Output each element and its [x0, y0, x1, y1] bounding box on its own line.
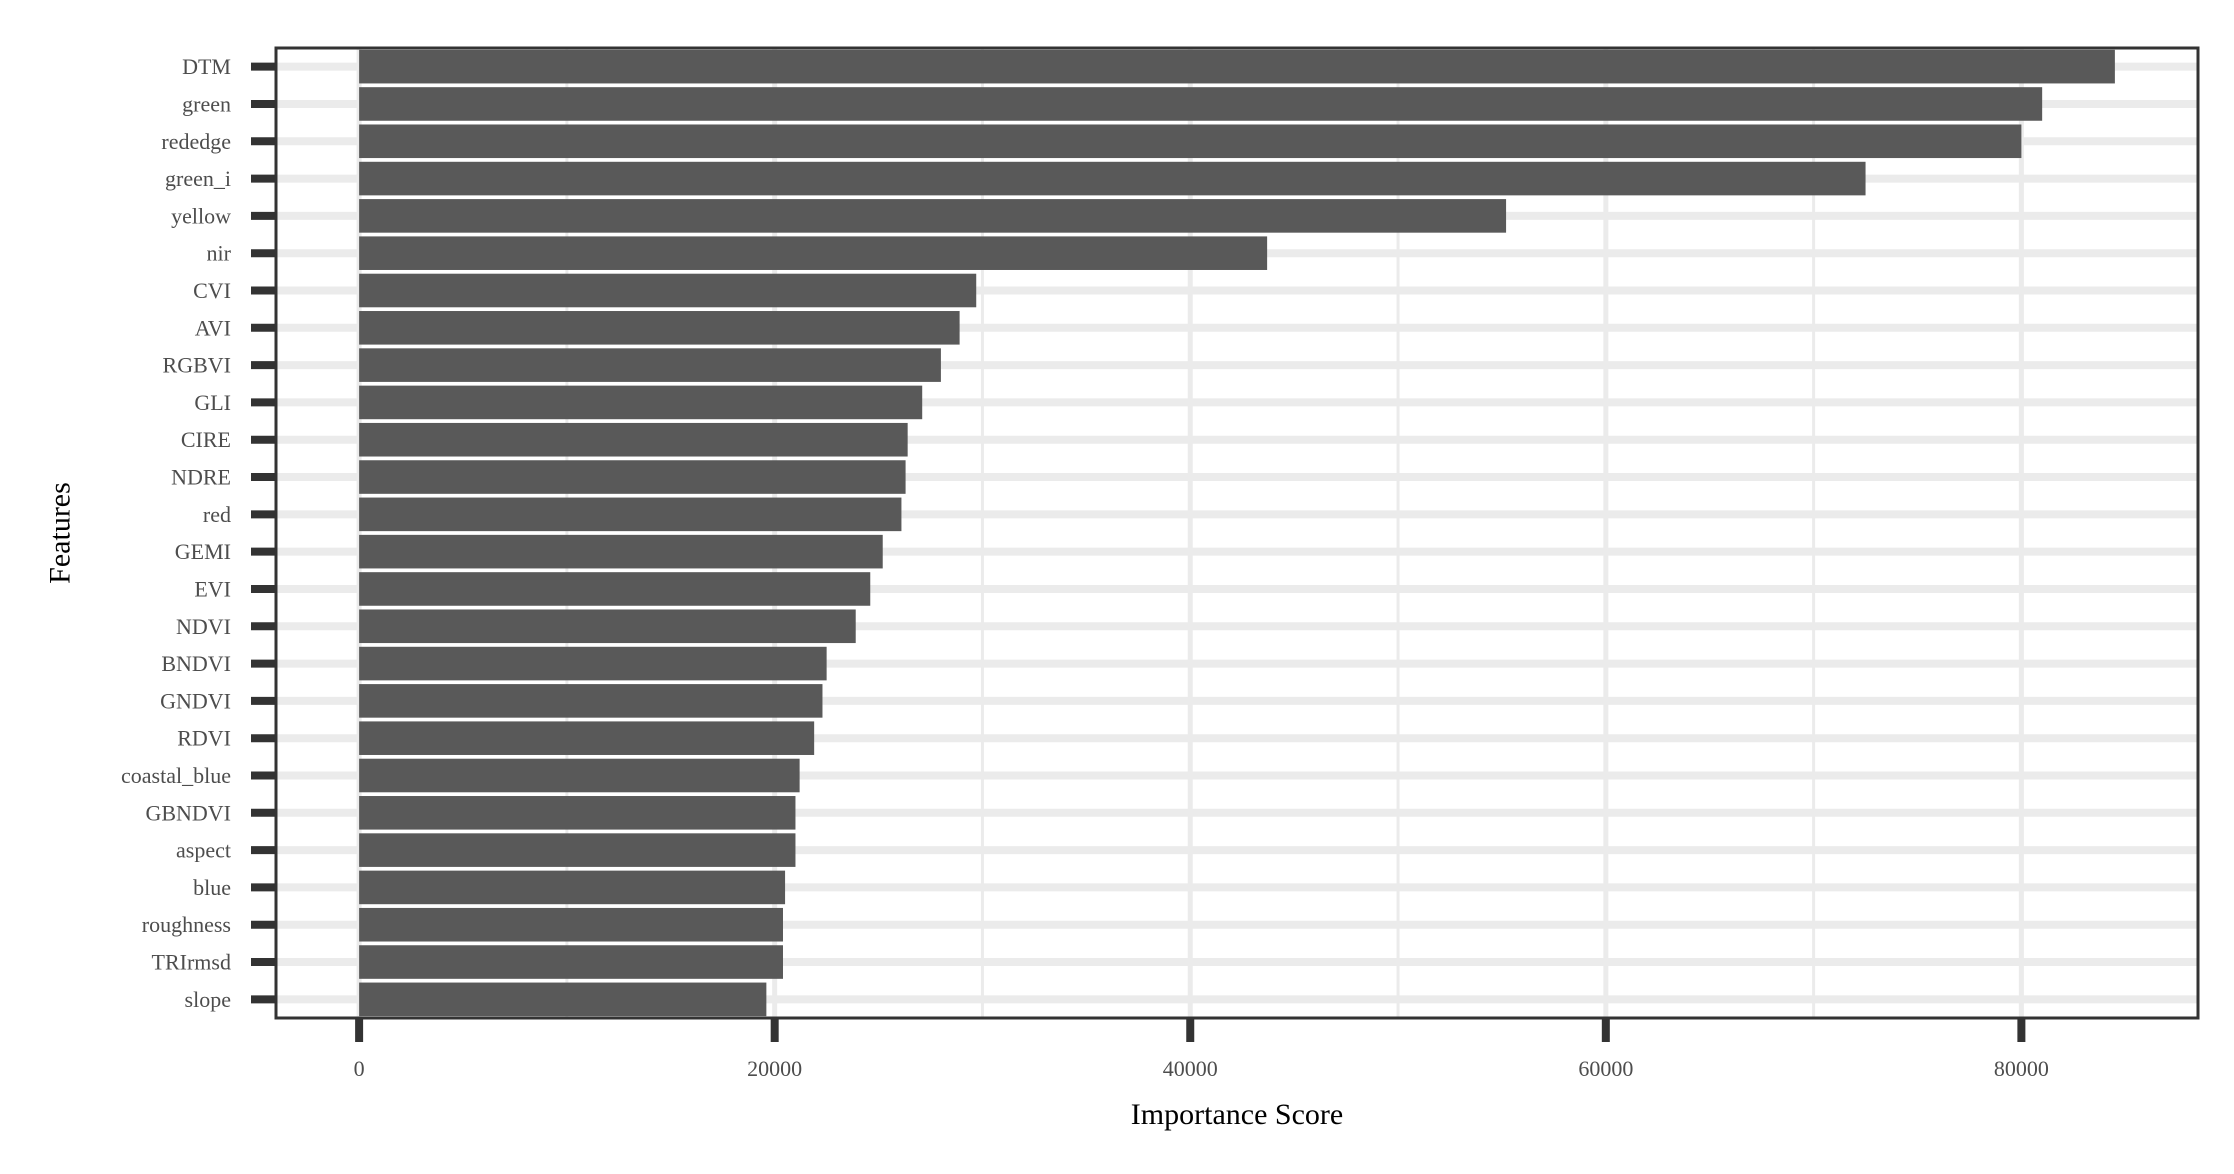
y-tick-label: red [203, 502, 231, 527]
bar-green_i [359, 161, 1866, 196]
x-tick-label: 60000 [1578, 1056, 1633, 1081]
y-axis-title: Features [44, 482, 77, 584]
bar-DTM [359, 49, 2115, 84]
x-tick-label: 80000 [1994, 1056, 2049, 1081]
y-tick-label: green [182, 91, 231, 116]
y-tick-label: nir [207, 241, 232, 266]
y-tick-label: DTM [182, 54, 231, 79]
bar-NDVI [359, 609, 856, 644]
bar-GBNDVI [359, 796, 796, 830]
bar-blue [359, 870, 786, 905]
y-tick-label: CIRE [181, 427, 231, 452]
x-tick-label: 40000 [1163, 1056, 1218, 1081]
bar-roughness [359, 907, 783, 942]
bar-red [359, 497, 902, 532]
bar-green [359, 87, 2043, 121]
y-tick-label: yellow [171, 203, 231, 228]
y-tick-label: rededge [161, 129, 231, 154]
y-tick-label: GNDVI [160, 688, 231, 713]
y-tick-label: blue [193, 875, 231, 900]
y-tick-label: CVI [193, 278, 231, 303]
y-tick-label: EVI [194, 576, 231, 601]
y-tick-label: NDVI [176, 614, 231, 639]
bar-RGBVI [359, 348, 941, 382]
bar-aspect [359, 833, 796, 867]
bar-CVI [359, 273, 977, 308]
y-tick-label: RGBVI [163, 353, 231, 378]
y-tick-label: BNDVI [161, 651, 231, 676]
bar-coastal_blue [359, 758, 800, 793]
y-tick-label: RDVI [177, 726, 231, 751]
bar-TRIrmsd [359, 945, 783, 979]
bar-CIRE [359, 422, 908, 457]
y-tick-label: TRIrmsd [152, 950, 231, 975]
bar-slope [359, 982, 767, 1017]
bar-NDRE [359, 460, 906, 494]
y-tick-label: AVI [195, 315, 231, 340]
bar-AVI [359, 311, 960, 345]
y-tick-label: coastal_blue [121, 763, 231, 788]
x-axis-ticks: 0 20000 40000 60000 80000 [354, 1018, 2049, 1081]
y-tick-label: green_i [165, 166, 231, 191]
x-tick-label: 0 [354, 1056, 365, 1081]
bars [359, 49, 2115, 1017]
bar-GLI [359, 385, 923, 420]
y-tick-label: aspect [176, 838, 231, 863]
bar-yellow [359, 199, 1507, 233]
y-tick-label: NDRE [171, 465, 231, 490]
bar-nir [359, 236, 1268, 270]
x-tick-label: 20000 [747, 1056, 802, 1081]
bar-GEMI [359, 534, 883, 569]
x-axis-title: Importance Score [1131, 1098, 1343, 1131]
panel-border [274, 46, 2200, 1020]
y-tick-label: roughness [142, 912, 231, 937]
bar-RDVI [359, 721, 815, 755]
y-tick-label: slope [185, 987, 231, 1012]
y-tick-label: GLI [194, 390, 231, 415]
bar-GNDVI [359, 684, 823, 718]
bar-BNDVI [359, 646, 827, 681]
bar-EVI [359, 572, 871, 606]
y-tick-label: GEMI [175, 539, 231, 564]
y-tick-label: GBNDVI [145, 800, 231, 825]
bar-rededge [359, 124, 2022, 159]
